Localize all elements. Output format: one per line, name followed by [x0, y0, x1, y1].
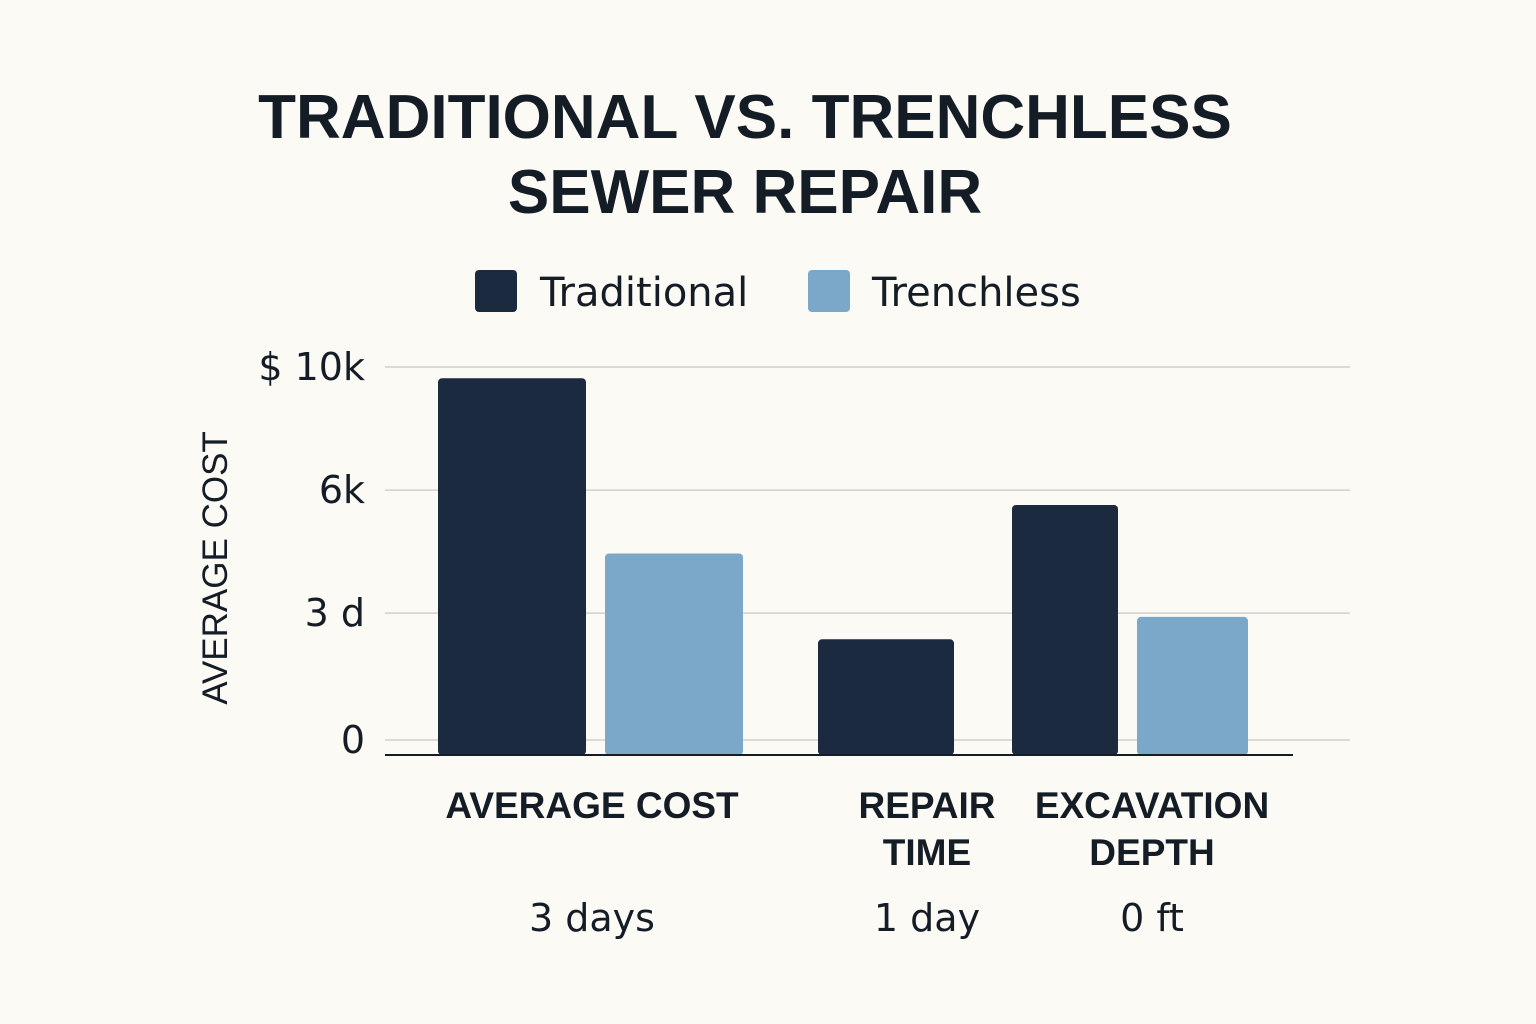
bar-traditional-2: [1012, 505, 1118, 755]
x-sub-label: 3 days: [529, 896, 655, 940]
x-category-labels: AVERAGE COST REPAIR TIME EXCAVATION DEPTH: [445, 785, 1269, 873]
chart-title: TRADITIONAL VS. TRENCHLESS SEWER REPAIR: [258, 83, 1232, 227]
legend: Traditional Trenchless: [475, 270, 1081, 316]
chart-title-line-2: SEWER REPAIR: [508, 158, 982, 227]
bar-traditional-1: [818, 639, 954, 755]
x-sub-label: 0 ft: [1120, 896, 1184, 940]
bar-trenchless-0: [605, 553, 743, 755]
x-category-label: TIME: [883, 832, 971, 873]
y-tick-label: 0: [341, 718, 365, 762]
y-tick-label: $ 10k: [258, 345, 365, 389]
y-tick-label: 6k: [319, 468, 365, 512]
y-tick-label: 3 d: [305, 591, 365, 635]
y-axis-label: AVERAGE COST: [196, 431, 235, 705]
x-category-label: REPAIR: [858, 785, 995, 826]
x-sub-labels: 3 days 1 day 0 ft: [529, 896, 1184, 940]
bars: [438, 378, 1248, 755]
legend-item-trenchless: Trenchless: [808, 270, 1081, 316]
bar-traditional-0: [438, 378, 586, 755]
x-category-label: AVERAGE COST: [445, 785, 739, 826]
legend-item-traditional: Traditional: [475, 270, 748, 316]
chart-title-line-1: TRADITIONAL VS. TRENCHLESS: [258, 83, 1232, 152]
legend-label-trenchless: Trenchless: [871, 270, 1081, 316]
x-category-label: EXCAVATION: [1035, 785, 1269, 826]
x-sub-label: 1 day: [874, 896, 980, 940]
legend-swatch-traditional: [475, 270, 517, 312]
legend-swatch-trenchless: [808, 270, 850, 312]
legend-label-traditional: Traditional: [539, 270, 748, 316]
x-category-label: DEPTH: [1089, 832, 1214, 873]
bar-trenchless-2: [1137, 616, 1248, 755]
y-tick-labels: $ 10k 6k 3 d 0: [258, 345, 365, 762]
